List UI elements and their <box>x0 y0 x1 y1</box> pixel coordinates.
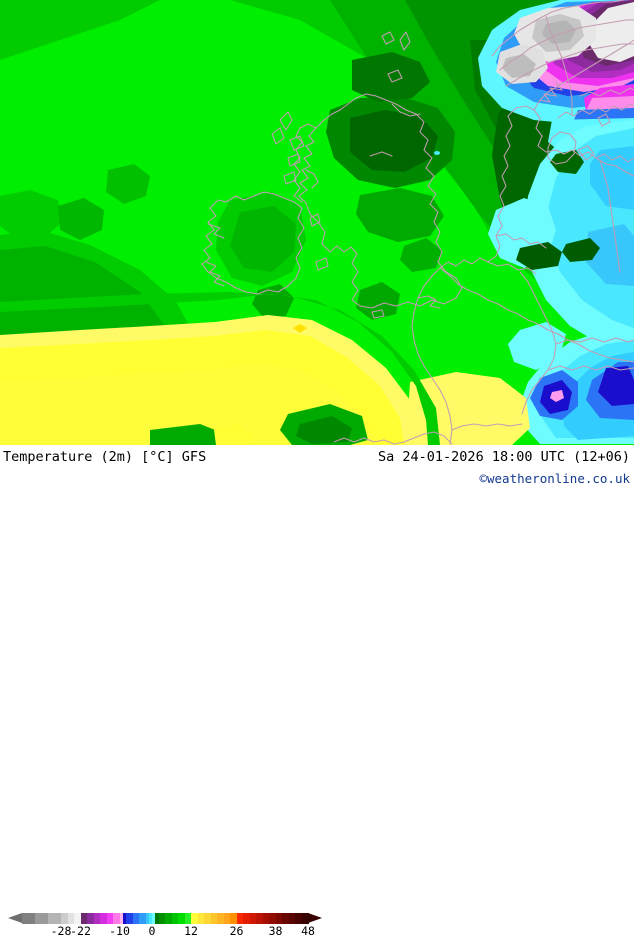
band-green-strip-sw <box>150 424 230 445</box>
coast-great-britain <box>298 93 463 309</box>
border-nl-be <box>487 261 537 275</box>
colorbar-segment <box>308 913 309 924</box>
band-navy-alps <box>598 366 634 406</box>
coast-faroe <box>381 31 395 45</box>
coast-denmark <box>547 131 577 165</box>
colorbar-tick: 26 <box>229 924 244 938</box>
coast-gotland <box>597 113 611 127</box>
colorbar-tick-labels: -28 -22 -10 0 12 26 38 48 <box>0 924 634 938</box>
band-green-above-yellow <box>0 292 440 445</box>
coast-scandi-inner2 <box>505 43 634 87</box>
border-sweden-norway <box>545 15 573 115</box>
coast-skye <box>289 135 305 151</box>
coast-continent-west <box>439 105 634 269</box>
colorbar-below-min-arrow <box>8 913 22 923</box>
coast-france-north <box>439 267 634 363</box>
coast-moray-firth <box>391 103 421 117</box>
coast-france-west <box>411 267 453 445</box>
coast-scotland-west <box>293 123 317 203</box>
colorbar-tick: 12 <box>184 924 198 938</box>
spot-cold-core-scotland <box>434 151 440 155</box>
coast-ireland-galway <box>207 223 225 239</box>
coast-mull <box>287 153 301 167</box>
coast-isle-of-man <box>309 213 321 227</box>
copyright-label: ©weatheronline.co.uk <box>479 471 630 486</box>
band-cold-england-n <box>356 188 444 242</box>
band-grey-core-c <box>502 54 536 78</box>
band-cold-scotland-core <box>350 110 438 172</box>
coast-netherlands-inner <box>495 233 547 249</box>
coast-shetland <box>399 31 411 51</box>
colorbar-segment <box>22 913 35 924</box>
temperature-colorbar[interactable] <box>8 913 322 924</box>
station-marker-yellow[interactable] <box>293 324 307 333</box>
band-blue-germany2 <box>586 224 634 286</box>
colorbar-tick: -22 <box>70 924 91 938</box>
valid-time-label: Sa 24-01-2026 18:00 UTC (12+06) <box>378 449 630 465</box>
band-cold-pocket-brittany <box>400 238 442 272</box>
coast-outer-hebrides <box>279 111 293 131</box>
border-alps <box>547 365 634 371</box>
temperature-field <box>0 0 634 445</box>
band-green-atlantic-b <box>58 198 104 240</box>
coast-hebrides-b <box>271 127 285 145</box>
coast-brittany <box>417 295 441 309</box>
band-ireland-core <box>230 206 296 272</box>
coast-norway-fjords <box>539 81 563 103</box>
band-yellow-core-sw <box>0 364 376 445</box>
colorbar-tick: 38 <box>268 924 283 938</box>
coast-ireland <box>201 191 305 295</box>
colorbar-segment <box>35 913 48 924</box>
coast-iberia-north <box>393 431 453 445</box>
border-germany-east <box>599 159 621 273</box>
band-green-se-pocket2 <box>562 238 600 262</box>
colorbar-tick: -10 <box>109 924 130 938</box>
coast-baltic-coast <box>595 157 634 177</box>
coast-norway-south <box>533 39 634 111</box>
border-germany-south <box>555 337 634 345</box>
border-pyrenees <box>451 423 523 431</box>
map-title: Temperature (2m) [°C] GFS <box>3 449 207 465</box>
temperature-map[interactable] <box>0 0 634 445</box>
band-green-atlantic-c <box>106 164 150 204</box>
colorbar-tick: 0 <box>148 924 156 938</box>
band-green-atlantic-a <box>0 190 62 238</box>
colorbar-tick: 48 <box>301 924 315 938</box>
coast-scandi-inner <box>499 19 634 71</box>
coast-anglesey <box>315 257 329 271</box>
coast-denmark-islands <box>577 145 595 161</box>
coast-orkney <box>387 69 403 83</box>
coast-firth-clyde <box>305 169 319 189</box>
coast-baltic-sweden <box>579 87 634 97</box>
coast-norway-north <box>491 0 625 57</box>
coastlines <box>201 0 634 445</box>
band-green-se-pocket <box>516 242 562 270</box>
band-cold-scotland-n <box>352 52 430 102</box>
map-footer: Temperature (2m) [°C] GFS Sa 24-01-2026 … <box>0 445 634 938</box>
coast-sweden-west <box>557 103 634 119</box>
band-cold-pocket-wales <box>356 282 400 320</box>
colorbar-above-max-arrow <box>308 913 322 923</box>
coast-wight <box>371 309 385 319</box>
coast-iberia-nw <box>333 437 395 445</box>
coast-firth-forth <box>369 151 393 157</box>
band-deep-green-bottom <box>296 416 352 444</box>
colorbar-segment <box>48 913 61 924</box>
band-green-denmark-land <box>550 150 584 174</box>
band-cyan-corridor <box>508 322 566 370</box>
coast-ireland-sw-bays <box>205 261 225 287</box>
coast-islay <box>283 171 297 185</box>
colorbar-tick: -28 <box>50 924 72 938</box>
band-yellow-pocket-sw <box>214 424 254 445</box>
spot-pink-alps <box>550 390 564 402</box>
